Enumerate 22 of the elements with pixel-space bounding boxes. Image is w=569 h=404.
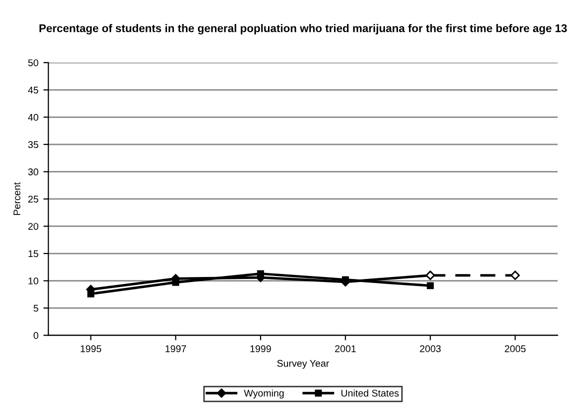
- chart-title: Percentage of students in the general popluation who tried marijuana for the first time before age 13: [40, 24, 567, 34]
- y-tick-label: 30: [28, 168, 38, 176]
- y-tick-label: 15: [28, 250, 38, 258]
- y-axis-title: Percent: [14, 182, 20, 215]
- x-tick-label: 1999: [250, 345, 271, 352]
- x-axis-title: Survey Year: [277, 360, 330, 369]
- legend-label: United States: [341, 389, 399, 397]
- y-tick-label: 20: [28, 222, 38, 230]
- y-tick-label: 50: [28, 59, 38, 66]
- x-tick-label: 2003: [420, 345, 441, 352]
- y-tick-label: 45: [28, 86, 38, 94]
- x-tick-label: 1997: [166, 345, 186, 352]
- y-tick-label: 35: [28, 141, 38, 148]
- y-tick-label: 40: [28, 114, 38, 121]
- legend-label: Wyoming: [244, 389, 284, 399]
- y-tick-label: 10: [28, 278, 38, 284]
- y-tick-label: 0: [34, 332, 38, 339]
- x-tick-label: 2005: [504, 345, 526, 352]
- x-tick-label: 1995: [80, 345, 102, 352]
- y-tick-label: 25: [28, 196, 38, 203]
- x-tick-label: 2001: [335, 345, 356, 352]
- y-tick-label: 5: [34, 304, 38, 312]
